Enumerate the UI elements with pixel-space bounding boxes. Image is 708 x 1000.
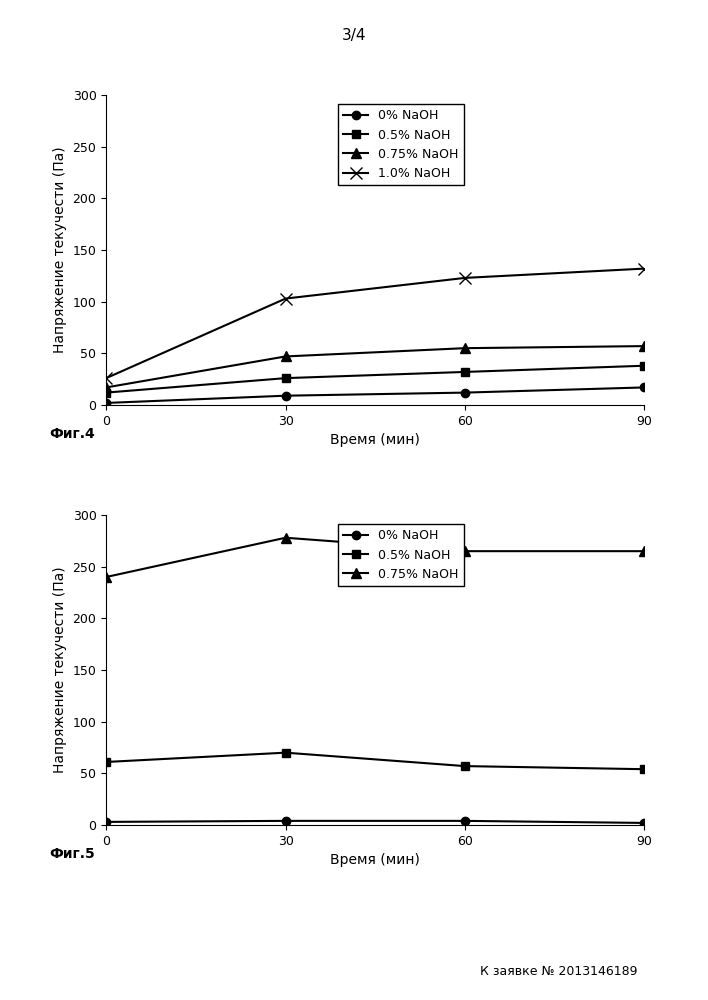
Y-axis label: Напряжение текучести (Па): Напряжение текучести (Па) <box>53 147 67 353</box>
Line: 0% NaOH: 0% NaOH <box>102 817 649 827</box>
0% NaOH <box>281 815 290 827</box>
0.75% NaOH <box>102 381 110 393</box>
0% NaOH <box>640 381 649 393</box>
0% NaOH <box>461 815 469 827</box>
0.5% NaOH <box>640 360 649 372</box>
0.5% NaOH <box>461 760 469 772</box>
0.75% NaOH <box>640 340 649 352</box>
X-axis label: Время (мин): Время (мин) <box>331 853 420 867</box>
Line: 0% NaOH: 0% NaOH <box>102 383 649 407</box>
Text: К заявке № 2013146189: К заявке № 2013146189 <box>480 965 637 978</box>
0.75% NaOH <box>281 350 290 362</box>
0.75% NaOH <box>281 532 290 544</box>
0.75% NaOH <box>102 571 110 583</box>
Line: 0.75% NaOH: 0.75% NaOH <box>101 533 649 582</box>
0.75% NaOH <box>640 545 649 557</box>
X-axis label: Время (мин): Время (мин) <box>331 433 420 447</box>
0.5% NaOH <box>640 763 649 775</box>
Line: 1.0% NaOH: 1.0% NaOH <box>101 263 650 384</box>
Text: 3/4: 3/4 <box>342 28 366 43</box>
0.75% NaOH <box>461 545 469 557</box>
Legend: 0% NaOH, 0.5% NaOH, 0.75% NaOH, 1.0% NaOH: 0% NaOH, 0.5% NaOH, 0.75% NaOH, 1.0% NaO… <box>338 104 464 185</box>
Text: Фиг.4: Фиг.4 <box>50 427 96 441</box>
0.5% NaOH <box>102 756 110 768</box>
0% NaOH <box>461 387 469 399</box>
0.5% NaOH <box>102 387 110 399</box>
Y-axis label: Напряжение текучести (Па): Напряжение текучести (Па) <box>53 567 67 773</box>
Line: 0.5% NaOH: 0.5% NaOH <box>102 748 649 773</box>
0.5% NaOH <box>461 366 469 378</box>
0.5% NaOH <box>281 372 290 384</box>
1.0% NaOH <box>461 272 469 284</box>
1.0% NaOH <box>281 293 290 305</box>
0% NaOH <box>102 397 110 409</box>
0% NaOH <box>102 816 110 828</box>
0.5% NaOH <box>281 747 290 759</box>
0% NaOH <box>640 817 649 829</box>
Text: Фиг.5: Фиг.5 <box>50 847 96 861</box>
Line: 0.5% NaOH: 0.5% NaOH <box>102 362 649 397</box>
0.75% NaOH <box>461 342 469 354</box>
Line: 0.75% NaOH: 0.75% NaOH <box>101 341 649 392</box>
0% NaOH <box>281 390 290 402</box>
Legend: 0% NaOH, 0.5% NaOH, 0.75% NaOH: 0% NaOH, 0.5% NaOH, 0.75% NaOH <box>338 524 464 586</box>
1.0% NaOH <box>102 372 110 384</box>
1.0% NaOH <box>640 263 649 275</box>
